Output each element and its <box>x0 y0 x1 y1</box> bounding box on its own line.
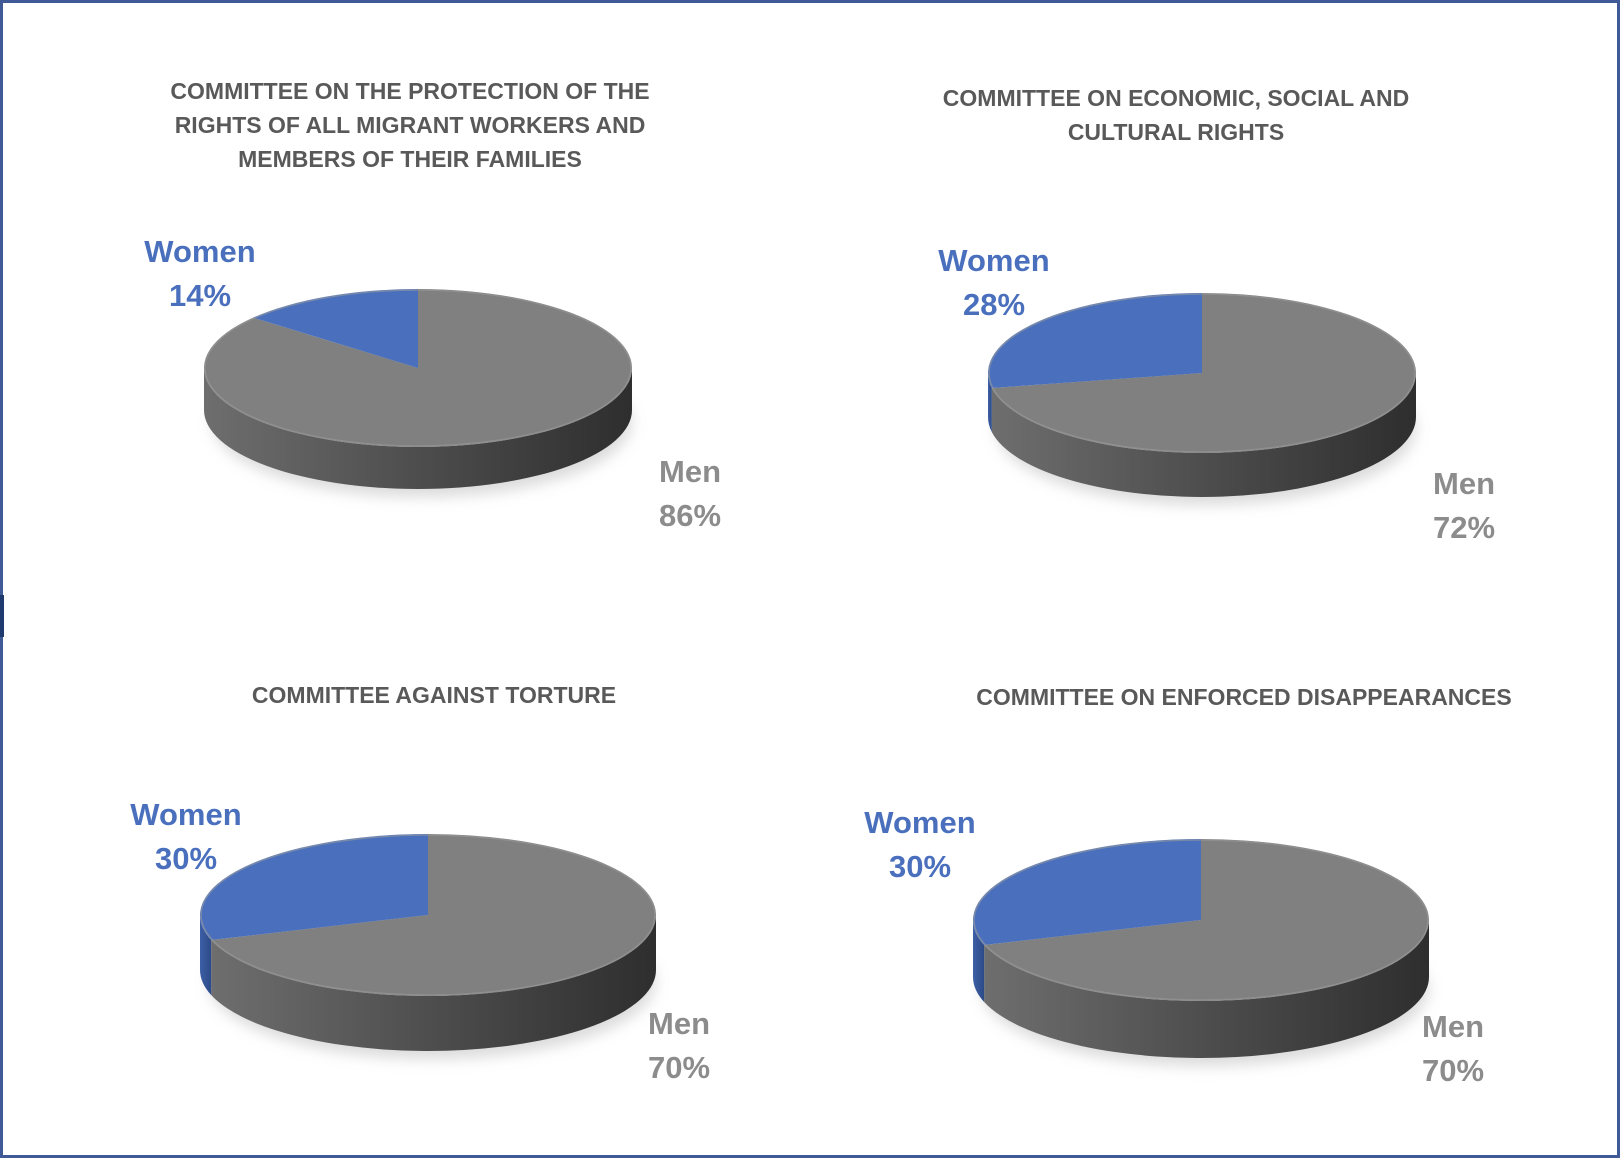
women-percent-label: 30% <box>155 841 217 876</box>
men-name-label: Men <box>659 454 721 489</box>
pie-side-men <box>991 373 1416 498</box>
pie-side-men <box>211 915 656 1051</box>
pie-slice-women <box>973 839 1201 946</box>
pie-chart-4: COMMITTEE ON ENFORCED DISAPPEARANCES Wome… <box>864 684 1511 1088</box>
women-percent-label: 28% <box>963 287 1025 322</box>
men-percent-label: 70% <box>648 1050 710 1085</box>
men-name-label: Men <box>1422 1009 1484 1044</box>
chart-title-line: CULTURAL RIGHTS <box>1068 119 1284 145</box>
pie-side-women <box>988 373 992 432</box>
pie-slice-men <box>211 834 656 996</box>
women-name-label: Women <box>938 243 1049 278</box>
pie-chart-3: COMMITTEE AGAINST TORTURE Women 30% Men 70% <box>130 682 710 1085</box>
chart-title-line: COMMITTEE ON THE PROTECTION OF THE <box>170 78 649 104</box>
pie-slice-women <box>988 293 1202 388</box>
pie-rim <box>973 839 1429 1001</box>
men-percent-label: 70% <box>1422 1053 1484 1088</box>
pie-chart-2: COMMITTEE ON ECONOMIC, SOCIAL AND CULTURA… <box>938 85 1495 545</box>
women-percent-label: 30% <box>889 849 951 884</box>
men-name-label: Men <box>1433 466 1495 501</box>
left-edge-marker <box>0 595 4 637</box>
chart-title-line: COMMITTEE ON ENFORCED DISAPPEARANCES <box>976 684 1511 710</box>
chart-title-line: COMMITTEE ON ECONOMIC, SOCIAL AND <box>943 85 1409 111</box>
pie-slice-men <box>984 839 1429 1001</box>
women-percent-label: 14% <box>169 278 231 313</box>
chart-title-line: COMMITTEE AGAINST TORTURE <box>252 682 616 708</box>
pie-side-men <box>204 368 632 489</box>
pie-side-women <box>973 920 985 1003</box>
women-name-label: Women <box>130 797 241 832</box>
pie-slice-women <box>200 834 428 941</box>
chart-title-line: RIGHTS OF ALL MIGRANT WORKERS AND <box>175 112 646 138</box>
pie-rim <box>988 293 1416 453</box>
chart-title-line: MEMBERS OF THEIR FAMILIES <box>238 146 582 172</box>
pie-rim <box>200 834 656 996</box>
men-name-label: Men <box>648 1006 710 1041</box>
pie-slice-men <box>203 289 632 447</box>
women-name-label: Women <box>144 234 255 269</box>
pie-side-men <box>984 920 1429 1058</box>
pie-rim <box>204 289 632 447</box>
men-percent-label: 72% <box>1433 510 1495 545</box>
pie-side-women <box>200 915 212 996</box>
men-percent-label: 86% <box>659 498 721 533</box>
pie-chart-1: COMMITTEE ON THE PROTECTION OF THE RIGHTS… <box>144 78 721 533</box>
pie-slice-women <box>253 289 418 368</box>
women-name-label: Women <box>864 805 975 840</box>
pie-slice-men <box>991 293 1416 453</box>
